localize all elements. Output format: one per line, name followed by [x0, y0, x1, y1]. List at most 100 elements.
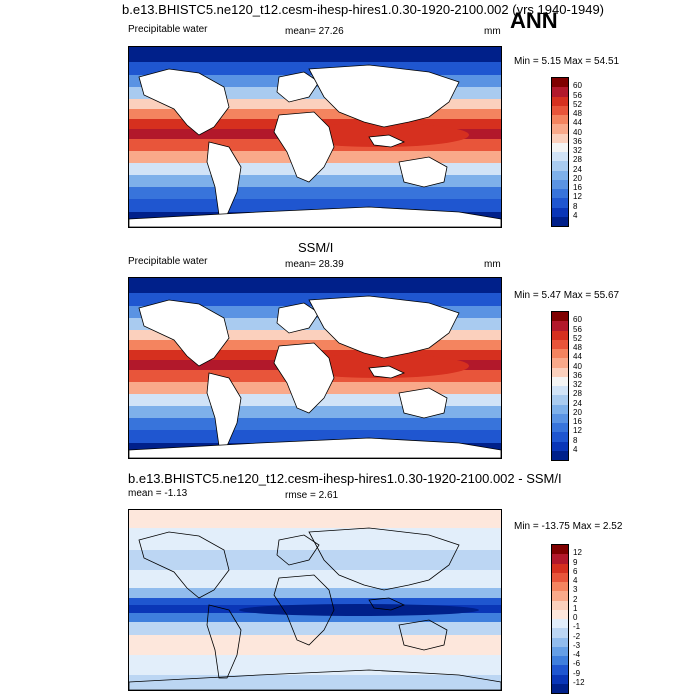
colorbar-tick-label: 32	[573, 380, 582, 389]
panel3-heading: b.e13.BHISTC5.ne120_t12.cesm-ihesp-hires…	[128, 471, 562, 486]
figure-title: b.e13.BHISTC5.ne120_t12.cesm-ihesp-hires…	[122, 2, 605, 17]
continent-outline	[308, 64, 460, 128]
panel1-minmax: Min = 5.15 Max = 54.51	[514, 56, 620, 67]
field-band	[129, 588, 501, 599]
colorbar-tick-label: -3	[573, 640, 581, 650]
colorbar-swatch	[552, 189, 568, 199]
panel1-variable: Precipitable water	[128, 24, 208, 35]
colorbar-swatch	[552, 582, 568, 592]
colorbar-swatch	[552, 656, 568, 666]
continent-outline	[308, 295, 460, 359]
colorbar-tick-label: 24	[573, 164, 582, 174]
panel2-minmax: Min = 5.47 Max = 55.67	[514, 290, 620, 301]
colorbar-swatch	[552, 349, 568, 359]
colorbar-swatch	[552, 216, 568, 226]
continent-outline	[129, 437, 501, 458]
colorbar-swatch	[552, 321, 568, 331]
colorbar-tick-label: -1	[573, 622, 581, 632]
colorbar-swatch	[552, 413, 568, 423]
field-band	[129, 675, 501, 690]
field-band	[129, 655, 501, 676]
colorbar-swatch	[552, 646, 568, 656]
panel3-map	[128, 509, 502, 691]
field-band	[129, 550, 501, 571]
panel3-map-svg	[129, 510, 501, 690]
colorbar-swatch	[552, 404, 568, 414]
panel3-rmse: rmse = 2.61	[285, 490, 339, 501]
continent-outline	[129, 669, 501, 690]
colorbar-tick-label: 4	[573, 444, 578, 454]
colorbar-tick-label: 1	[573, 603, 578, 613]
colorbar-tick-label: -9	[573, 668, 581, 678]
field-band	[129, 510, 501, 529]
colorbar-tick-label: -2	[573, 631, 581, 641]
continent-outline	[276, 71, 320, 103]
colorbar-tick-label: 20	[573, 173, 582, 183]
colorbar-tick-label: 36	[573, 370, 582, 380]
colorbar-tick-label: 36	[573, 136, 582, 146]
colorbar-swatch	[552, 441, 568, 451]
colorbar-swatch	[552, 637, 568, 647]
colorbar-swatch	[552, 609, 568, 619]
colorbar-tick-label: 28	[573, 155, 582, 165]
colorbar-swatch	[552, 572, 568, 582]
field-band	[129, 99, 501, 110]
colorbar-tick-label: 24	[573, 398, 582, 408]
colorbar-swatch	[552, 395, 568, 405]
continent-outline	[398, 387, 448, 419]
colorbar-swatch	[552, 423, 568, 433]
continent-outline	[308, 527, 460, 591]
panel2-map-svg	[129, 278, 501, 458]
continent-outline	[276, 302, 320, 334]
colorbar-swatch	[552, 683, 568, 693]
continent-outline	[138, 299, 230, 367]
continent-outline	[368, 365, 406, 379]
colorbar-swatch	[552, 312, 568, 322]
panel3-colorbar	[551, 544, 569, 694]
panel1-map	[128, 46, 502, 228]
colorbar-swatch	[552, 198, 568, 208]
panel1-mean: mean= 27.26	[285, 26, 344, 37]
colorbar-tick-label: 28	[573, 389, 582, 399]
continent-outline	[129, 206, 501, 227]
colorbar-tick-label: 44	[573, 352, 582, 362]
field-band	[129, 47, 501, 63]
colorbar-swatch	[552, 450, 568, 460]
colorbar-tick-label: 56	[573, 324, 582, 334]
continent-outline	[276, 534, 320, 566]
colorbar-tick-label: 3	[573, 585, 578, 595]
colorbar-tick-label: 16	[573, 417, 582, 426]
colorbar-swatch	[552, 152, 568, 162]
colorbar-swatch	[552, 628, 568, 638]
colorbar-swatch	[552, 78, 568, 88]
colorbar-tick-label: 52	[573, 99, 582, 109]
colorbar-tick-label: 0	[573, 613, 578, 622]
colorbar-tick-label: 12	[573, 192, 582, 202]
colorbar-swatch	[552, 105, 568, 115]
panel1-colorbar	[551, 77, 569, 227]
field-band	[129, 418, 501, 431]
colorbar-swatch	[552, 124, 568, 134]
field-band	[129, 622, 501, 636]
colorbar-swatch	[552, 545, 568, 555]
colorbar-swatch	[552, 554, 568, 564]
dry-bias-band	[239, 604, 479, 616]
colorbar-swatch	[552, 142, 568, 152]
colorbar-swatch	[552, 87, 568, 97]
colorbar-swatch	[552, 358, 568, 368]
colorbar-tick-label: 9	[573, 557, 578, 567]
colorbar-swatch	[552, 339, 568, 349]
field-band	[129, 598, 501, 606]
continent-outline	[398, 156, 448, 188]
colorbar-tick-label: 12	[573, 426, 582, 436]
colorbar-swatch	[552, 674, 568, 684]
panel2-units: mm	[484, 259, 501, 270]
colorbar-swatch	[552, 179, 568, 189]
field-band	[129, 278, 501, 294]
panel2-colorbar	[551, 311, 569, 461]
panel2-mean: mean= 28.39	[285, 259, 344, 270]
colorbar-tick-label: 40	[573, 361, 582, 371]
field-band	[129, 635, 501, 656]
colorbar-tick-label: 52	[573, 333, 582, 343]
continent-outline	[273, 342, 335, 414]
